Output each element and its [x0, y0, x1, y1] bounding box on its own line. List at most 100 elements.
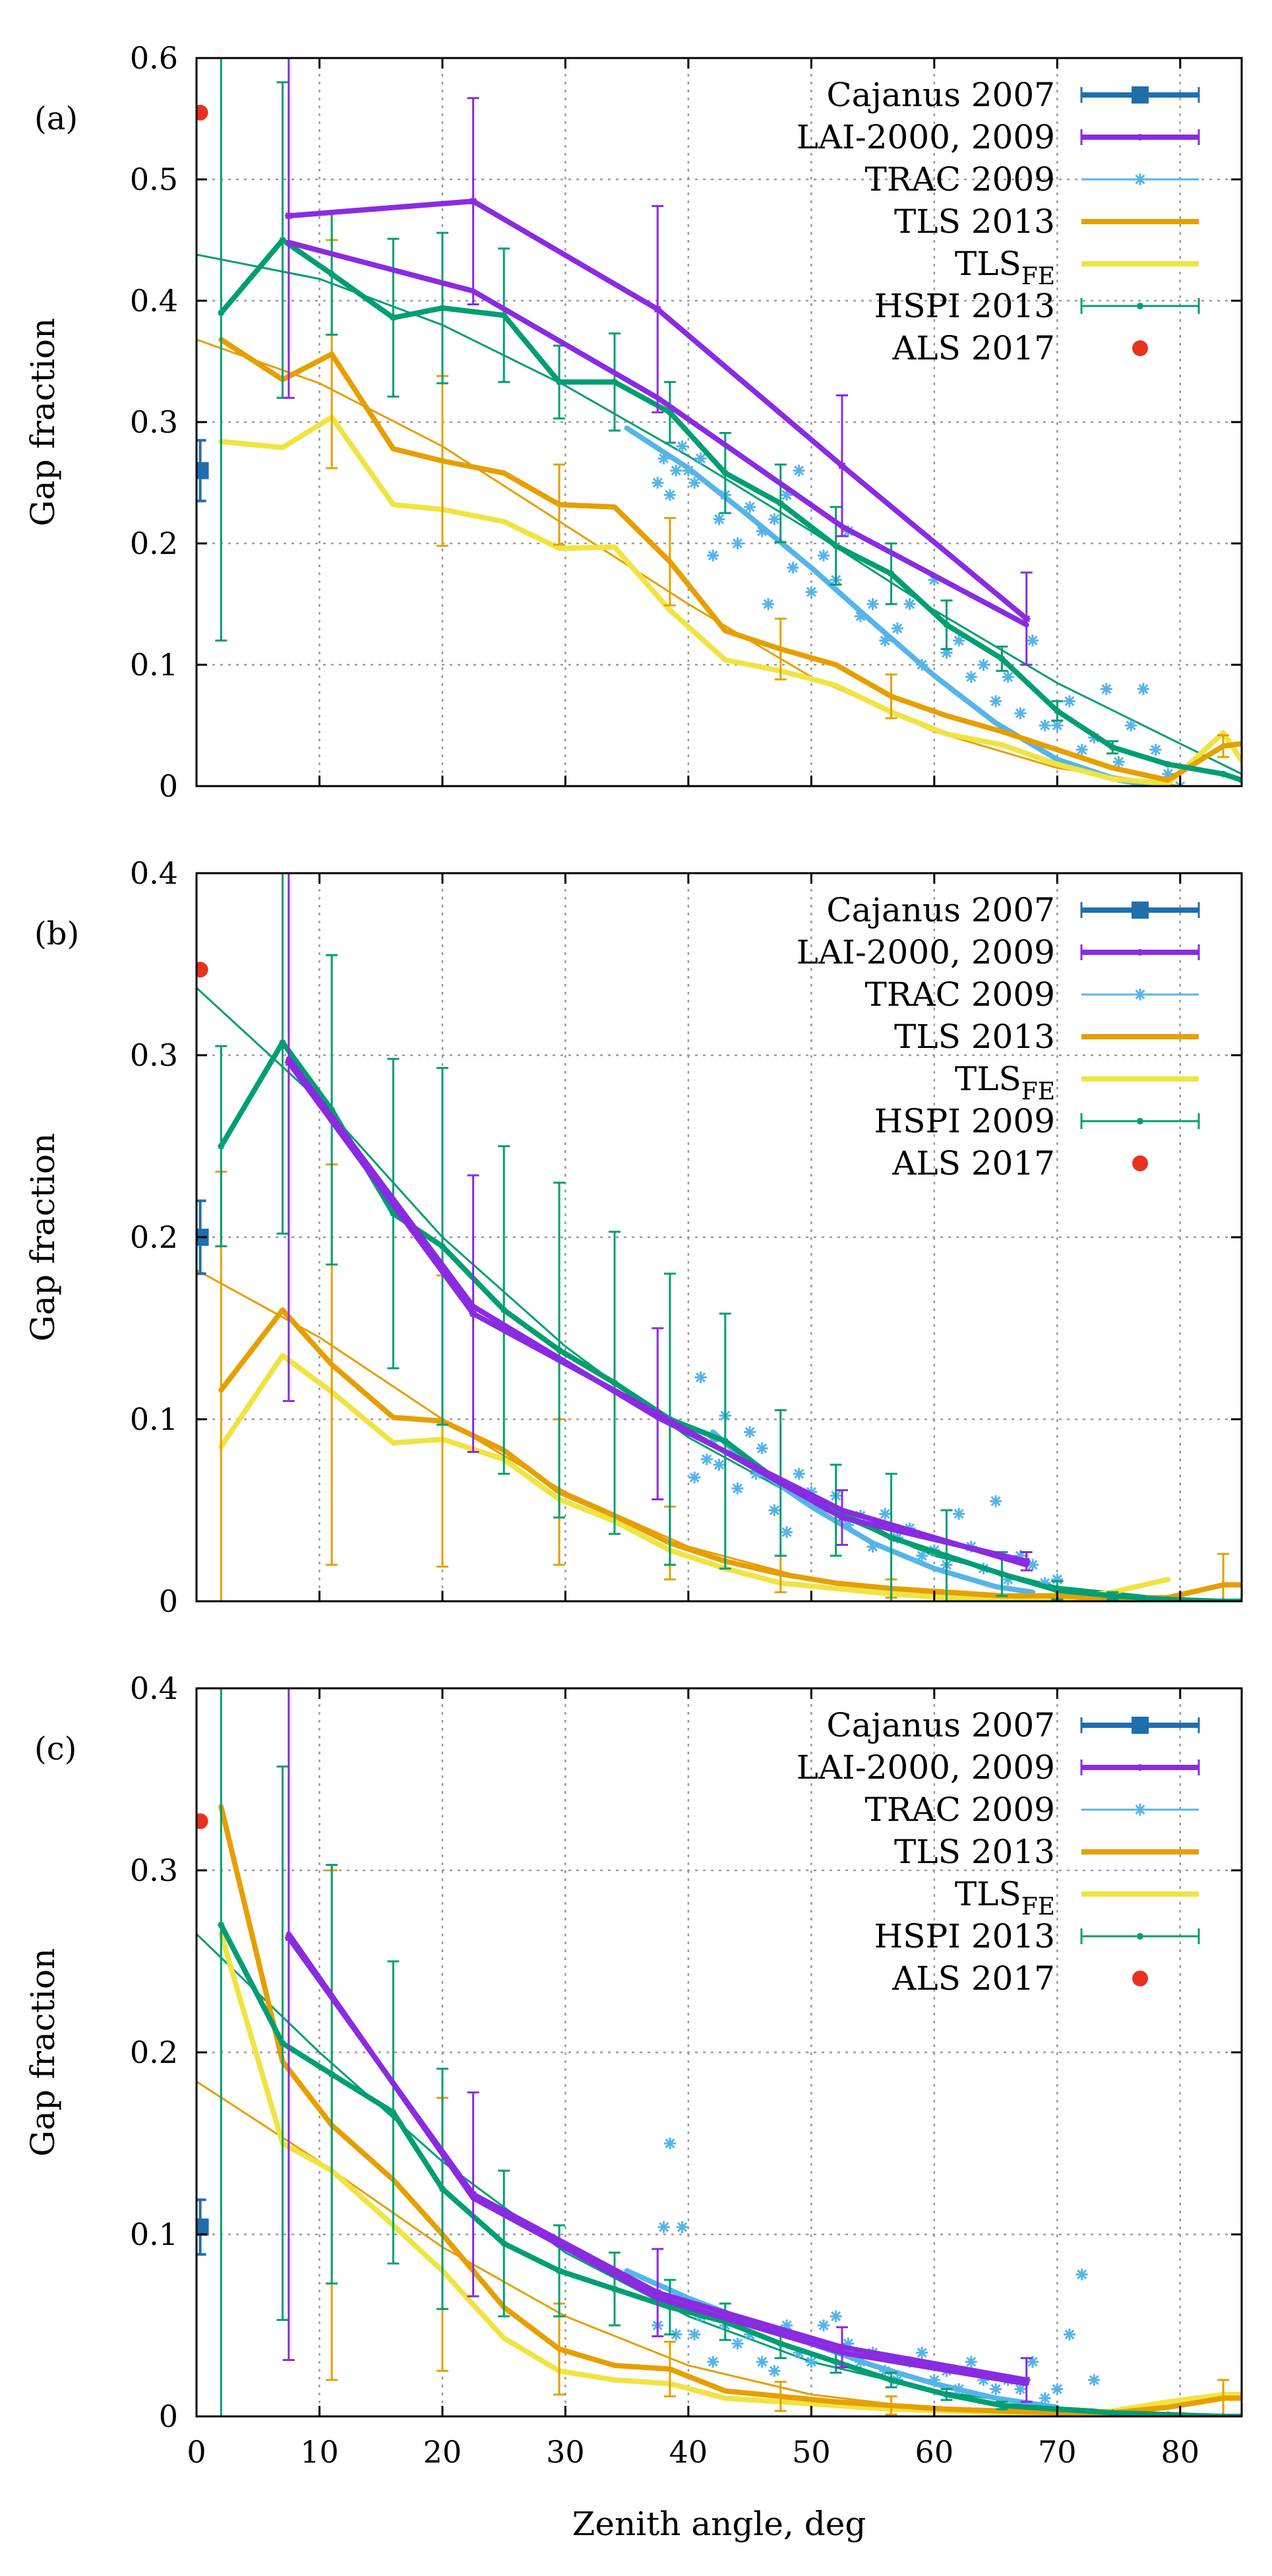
trac-point: [842, 2337, 855, 2350]
lai-point: [837, 462, 846, 470]
hspi-point: [777, 500, 784, 507]
trac-point: [688, 2328, 701, 2341]
y-tick-label: 0.6: [130, 40, 178, 76]
legend-key-als: [1132, 340, 1148, 356]
legend-label-lai: LAI-2000, 2009: [797, 1748, 1055, 1787]
trac-point: [756, 1442, 768, 1455]
grid: [197, 58, 1242, 786]
als-point: [197, 962, 208, 978]
y-axis-label: Gap fraction: [24, 318, 62, 526]
trac-point: [694, 452, 707, 465]
trac-point: [744, 1426, 756, 1438]
y-tick-label: 0.4: [130, 1671, 178, 1706]
hspi-point: [279, 237, 286, 243]
trac-point: [688, 477, 701, 489]
cajanus-point: [197, 2218, 209, 2236]
x-tick-label: 20: [423, 2434, 462, 2470]
tls-line: [218, 336, 1242, 783]
trac-point: [700, 1453, 713, 1465]
trac-point: [1051, 1573, 1064, 1585]
trac-point: [1112, 756, 1125, 768]
legend: Cajanus 2007 LAI-2000, 2009 TRAC 2009 TLS 2…: [797, 1706, 1200, 1998]
hspi-line: [218, 1922, 1242, 2416]
panel-label: (a): [34, 100, 78, 137]
legend-marker-cajanus: [1132, 1717, 1149, 1734]
lai-point: [653, 1409, 662, 1418]
legend-label-main: TLS: [955, 245, 1021, 283]
trac-point: [731, 537, 744, 549]
legend-marker-trac: [1134, 173, 1146, 185]
hspi-line: [218, 237, 1242, 783]
trac-point: [1125, 720, 1137, 731]
hspi-point: [500, 1306, 508, 1314]
y-tick-label: 0.3: [130, 404, 178, 440]
trac-point: [928, 2374, 940, 2386]
trac-point: [1100, 683, 1112, 695]
trac-point: [707, 1435, 719, 1448]
plot-area: [197, 1688, 1242, 2416]
panel-b: 0 0.1 0.2 0.3 0.4 Gap fraction (b) Cajanus 2007…: [24, 855, 1243, 1619]
panel-label: (b): [34, 915, 79, 952]
trac-point: [793, 464, 805, 477]
tick-marks: [195, 57, 1242, 787]
hspi-point: [1220, 770, 1227, 778]
hspi-point: [721, 1438, 729, 1445]
x-tick-label: 0: [187, 2434, 206, 2470]
y-tick-label: 0: [159, 1583, 178, 1619]
trac-point: [990, 1495, 1002, 1508]
hspi-point: [611, 1379, 618, 1386]
trac-point: [866, 1541, 879, 1553]
trac-point: [879, 1508, 892, 1520]
lai-point: [837, 1514, 846, 1522]
hspi-point: [390, 314, 397, 321]
x-tick-label: 70: [1038, 2434, 1077, 2470]
trac-point: [977, 659, 990, 671]
hspi-point: [328, 1106, 336, 1113]
trac-point: [781, 489, 793, 501]
legend-label-sub: FE: [1021, 1078, 1055, 1105]
trac-point: [1027, 2356, 1039, 2368]
hspi-point: [611, 379, 618, 386]
trac-point: [916, 1550, 928, 1562]
legend-key-als: [1132, 1971, 1148, 1986]
trac-point: [1014, 1550, 1027, 1562]
trac-point: [676, 440, 688, 452]
trac-point: [768, 513, 781, 526]
hspi-point: [666, 2304, 673, 2311]
trac-point: [953, 1508, 965, 1520]
legend-marker-lai: [1137, 1764, 1143, 1771]
als-point: [197, 1813, 208, 1829]
trac-point: [787, 561, 799, 574]
legend-label-als: ALS 2017: [892, 1144, 1055, 1182]
trac-point: [916, 2346, 928, 2359]
trac-point: [756, 525, 768, 537]
legend-marker-trac: [1134, 1804, 1146, 1816]
hspi-point: [998, 655, 1006, 662]
trac-point: [842, 1519, 855, 1531]
grid: [197, 873, 1242, 1601]
trac-point: [965, 671, 977, 683]
legend-label-tls: TLS 2013: [894, 1833, 1055, 1871]
hspi-point: [943, 2391, 950, 2398]
x-tick-label: 80: [1161, 2434, 1199, 2470]
lai-point: [653, 305, 662, 313]
trac-point: [977, 2374, 990, 2386]
hspi-point: [439, 305, 446, 312]
legend-key-als: [1132, 1155, 1148, 1171]
lai-point: [653, 2288, 662, 2297]
y-tick-label: 0.2: [130, 526, 178, 561]
panel-c: 0 0.1 0.2 0.3 0.4 0 10 20 30 40 50 60 70 80 Zenith ang…: [24, 1671, 1243, 2543]
cajanus-point: [197, 462, 209, 479]
trac-point: [818, 2319, 830, 2331]
legend-label-lai: LAI-2000, 2009: [797, 933, 1055, 971]
x-axis-label: Zenith angle, deg: [572, 2505, 866, 2543]
trac-point: [793, 1467, 805, 1480]
trac-point: [1014, 2383, 1027, 2395]
tick-marks: [195, 1687, 1242, 2418]
trac-point: [657, 452, 670, 465]
hspi-line: [218, 1039, 1242, 1601]
legend-label-sub: FE: [1021, 1893, 1055, 1920]
hspi-point: [888, 2376, 895, 2383]
legend-label-cajanus: Cajanus 2007: [826, 891, 1055, 929]
y-axis-label: Gap fraction: [24, 1133, 62, 1341]
